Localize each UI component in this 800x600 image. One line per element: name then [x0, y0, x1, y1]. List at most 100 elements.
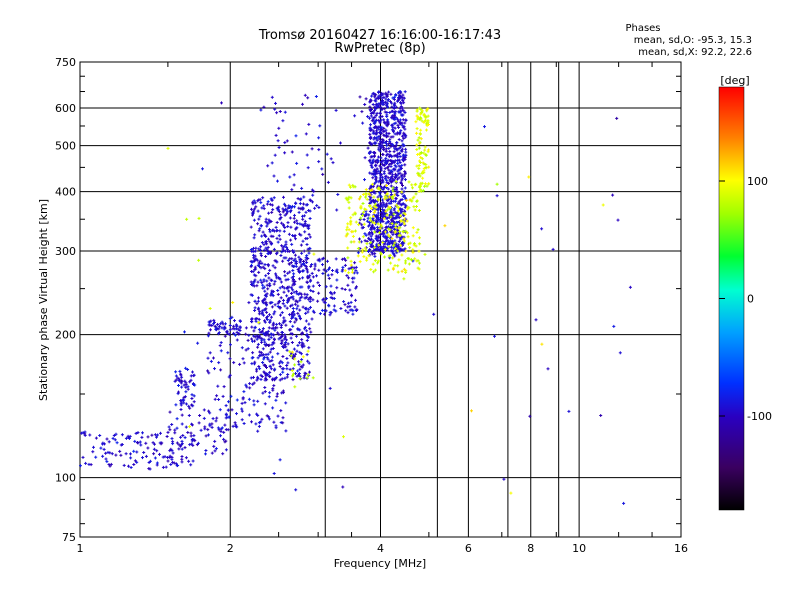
data-point-o: [276, 289, 280, 292]
data-point-x: [402, 277, 406, 281]
data-point-o: [327, 267, 331, 271]
data-point-o: [268, 202, 272, 206]
data-point-o: [390, 114, 394, 118]
data-point-o: [382, 130, 386, 133]
data-point-o: [278, 237, 282, 241]
data-point-o: [389, 184, 393, 188]
data-point-o: [110, 452, 114, 456]
data-point-o: [375, 136, 379, 140]
data-point-o: [317, 136, 321, 140]
data-point-o: [387, 155, 391, 159]
data-point-o: [551, 247, 555, 251]
data-point-o: [396, 119, 400, 123]
data-point-o: [187, 459, 191, 463]
data-point-o: [358, 237, 361, 241]
data-point-o: [265, 221, 269, 225]
data-point-o: [369, 186, 373, 190]
data-point-o: [257, 217, 261, 221]
data-point-o: [323, 301, 327, 305]
data-point-o: [79, 464, 82, 468]
data-point-x: [346, 222, 350, 226]
data-point-o: [244, 326, 248, 330]
data-point-o: [252, 329, 256, 333]
data-point-x: [385, 192, 389, 196]
data-point-o: [380, 179, 384, 182]
data-point-o: [259, 266, 263, 270]
data-point-o: [390, 155, 394, 159]
data-point-o: [253, 254, 257, 258]
data-point-o: [331, 269, 334, 272]
data-point-x: [392, 212, 396, 216]
data-point-x: [414, 244, 418, 248]
data-point-x: [393, 241, 397, 245]
data-point-o: [288, 270, 292, 274]
data-point-o: [220, 426, 224, 430]
data-point-o: [371, 225, 375, 229]
data-point-o: [261, 283, 265, 287]
data-point-o: [234, 327, 238, 331]
data-point-o: [394, 143, 398, 147]
data-point-o: [394, 172, 397, 176]
data-point-o: [250, 207, 253, 211]
data-point-o: [388, 239, 392, 243]
data-point-x: [418, 161, 422, 164]
data-point-o: [248, 382, 252, 386]
data-point-o: [376, 203, 380, 207]
data-point-o: [203, 427, 207, 431]
data-point-o: [331, 296, 335, 300]
data-point-o: [229, 394, 233, 398]
data-point-o: [276, 206, 280, 210]
data-point-o: [265, 303, 269, 307]
data-point-x: [342, 435, 345, 439]
data-point-o: [286, 221, 290, 225]
data-point-o: [339, 141, 342, 145]
data-point-o: [296, 300, 300, 304]
data-point-o: [350, 308, 354, 312]
data-point-o: [383, 185, 386, 189]
data-point-o: [290, 150, 294, 154]
data-point-o: [230, 408, 234, 412]
data-point-o: [155, 463, 159, 467]
data-point-o: [367, 213, 371, 217]
data-point-o: [270, 95, 274, 99]
data-point-o: [268, 391, 272, 395]
data-point-x: [396, 249, 400, 253]
data-point-o: [289, 261, 293, 265]
data-point-o: [242, 361, 246, 365]
data-point-o: [263, 320, 267, 324]
data-point-o: [251, 339, 254, 343]
data-point-o: [275, 251, 279, 255]
data-point-o: [270, 305, 274, 309]
data-point-o: [182, 383, 186, 387]
data-point-o: [256, 222, 260, 226]
data-point-o: [265, 366, 268, 369]
data-point-x: [349, 196, 353, 200]
data-point-o: [400, 108, 404, 112]
data-point-o: [396, 155, 399, 159]
data-point-o: [268, 230, 272, 234]
data-point-x: [404, 249, 408, 253]
data-point-o: [394, 117, 398, 121]
data-point-o: [388, 150, 392, 153]
data-point-o: [384, 147, 388, 151]
data-point-o: [261, 391, 265, 395]
data-point-x: [363, 207, 367, 211]
data-point-o: [376, 213, 380, 217]
data-point-o: [384, 236, 388, 240]
data-point-o: [324, 285, 328, 289]
data-point-o: [367, 249, 371, 253]
data-point-o: [401, 134, 404, 138]
data-point-o: [219, 349, 223, 353]
data-point-o: [256, 335, 260, 339]
data-point-o: [389, 201, 393, 205]
data-point-o: [385, 120, 389, 124]
data-point-o: [268, 282, 272, 286]
data-point-o: [267, 218, 271, 222]
data-point-o: [382, 146, 385, 150]
data-point-o: [397, 243, 401, 247]
data-point-o: [119, 453, 123, 457]
data-point-o: [310, 188, 314, 192]
data-point-o: [374, 124, 378, 128]
data-point-o: [375, 215, 378, 219]
data-point-o: [273, 107, 277, 111]
